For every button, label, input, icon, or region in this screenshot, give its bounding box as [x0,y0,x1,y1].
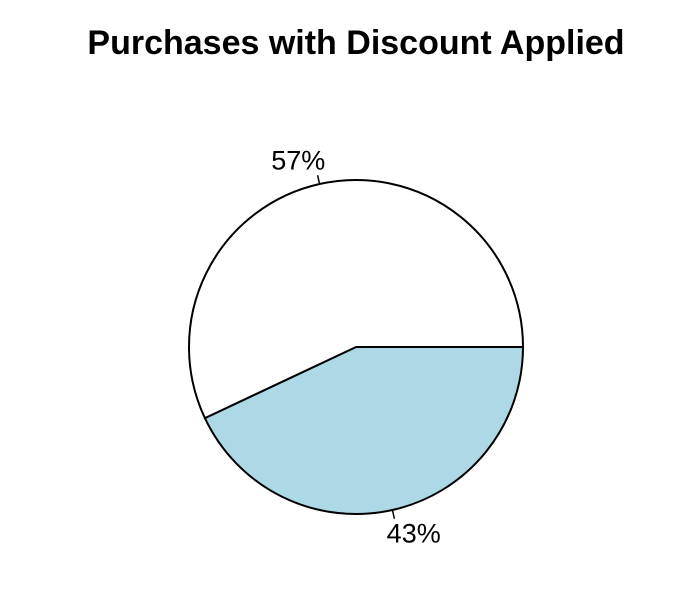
pie-label-1: 57% [271,145,325,175]
chart-title: Purchases with Discount Applied [87,24,625,62]
pie-label-0: 43% [387,519,441,549]
pie-slice-1 [188,179,524,420]
pie-slices [188,179,524,515]
pie-label-tick-0 [391,509,396,519]
pie-label-ticks [316,175,396,519]
pie-labels: 43% 57% [271,145,440,548]
pie-label-tick-1 [316,175,321,185]
